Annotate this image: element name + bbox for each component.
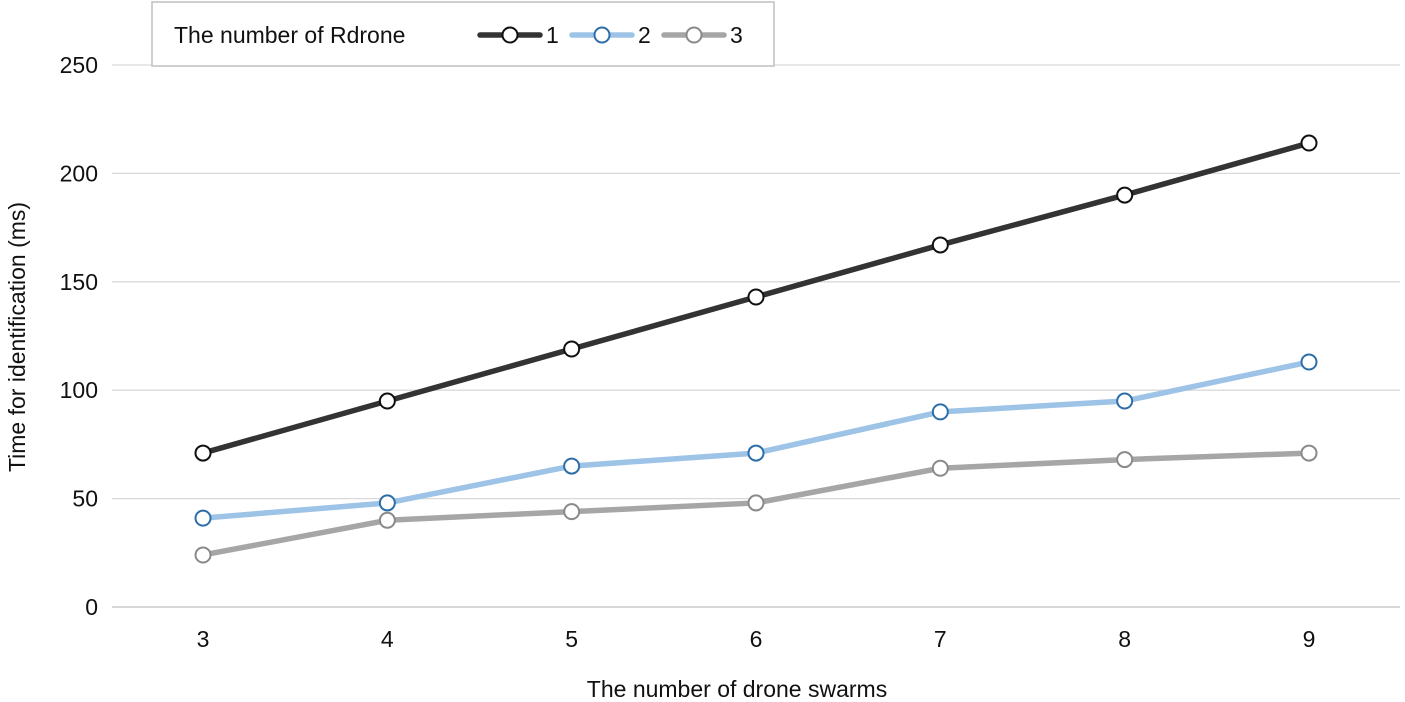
x-tick-label: 5 [565,626,578,652]
data-point [1300,134,1318,152]
legend-item-3: 3 [661,22,743,48]
x-tick-label: 7 [934,626,947,652]
x-tick-label: 8 [1118,626,1131,652]
series-group [194,134,1318,564]
data-point [1116,451,1134,469]
legend-title: The number of Rdrone [174,22,405,48]
legend-items: 1 2 3 [477,22,743,48]
legend-item-2: 2 [569,22,651,48]
y-tick-label: 50 [72,486,98,512]
legend-swatch-marker [501,26,519,44]
data-point [378,392,396,410]
y-tick-label: 0 [85,594,98,620]
data-point [747,444,765,462]
data-point [563,340,581,358]
data-point [1300,444,1318,462]
legend-label: 1 [546,22,559,48]
series-3 [194,444,1318,564]
data-point [378,511,396,529]
legend-item-1: 1 [477,22,559,48]
x-tick-label: 9 [1303,626,1316,652]
y-tick-label: 200 [60,160,98,186]
legend-label: 2 [638,22,651,48]
y-tick-label: 150 [60,269,98,295]
x-axis-title: The number of drone swarms [587,676,887,702]
data-point [1300,353,1318,371]
data-point [563,503,581,521]
series-2 [194,353,1318,527]
x-tick-label: 6 [750,626,763,652]
data-point [194,444,212,462]
x-tick-label: 4 [381,626,394,652]
data-point [194,546,212,564]
legend: The number of Rdrone 1 2 3 [151,1,775,67]
legend-label: 3 [730,22,743,48]
y-tick-labels: 0 50 100 150 200 250 [60,52,98,620]
data-point [747,494,765,512]
y-tick-label: 250 [60,52,98,78]
data-point [931,236,949,254]
data-point [747,288,765,306]
data-point [378,494,396,512]
legend-swatch-marker [593,26,611,44]
gridlines [112,64,1400,608]
data-point [931,403,949,421]
data-point [931,459,949,477]
data-point [1116,186,1134,204]
y-axis-title: Time for identification (ms) [4,202,30,472]
x-tick-label: 3 [197,626,210,652]
data-point [563,457,581,475]
x-tick-labels: 3 4 5 6 7 8 9 [197,626,1316,652]
data-point [1116,392,1134,410]
series-1 [194,134,1318,462]
y-tick-label: 100 [60,377,98,403]
legend-swatch-marker [685,26,703,44]
data-point [194,509,212,527]
